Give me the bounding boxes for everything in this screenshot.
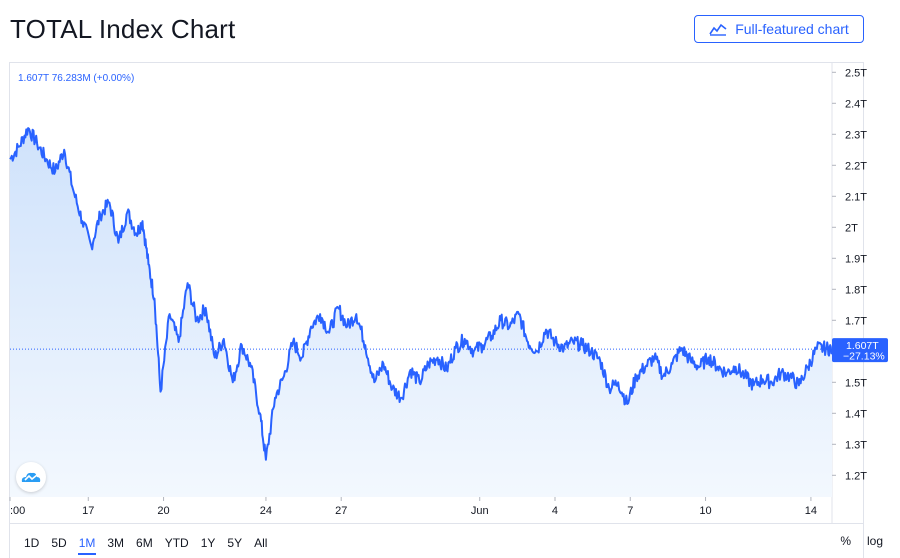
chart-legend: 1.607T 76.283M (+0.00%) — [18, 73, 135, 84]
full-featured-chart-button[interactable]: Full-featured chart — [694, 15, 864, 43]
x-tick-label: 10 — [699, 505, 711, 517]
x-tick-label: 27 — [335, 505, 347, 517]
scale-options: % log — [840, 534, 883, 548]
y-tick-label: 2.4T — [845, 98, 867, 110]
tradingview-logo[interactable] — [16, 462, 46, 492]
range-selector: 1D 5D 1M 3M 6M YTD 1Y 5Y All — [18, 534, 273, 555]
range-button-1y[interactable]: 1Y — [200, 536, 216, 550]
x-tick-label: 4 — [552, 505, 558, 517]
y-tick-label: 2.3T — [845, 129, 867, 141]
cloud-logo-icon — [21, 472, 41, 482]
y-tick-label: 2.5T — [845, 67, 867, 79]
time-axis-divider — [9, 523, 864, 524]
x-tick-label: 7 — [627, 505, 633, 517]
last-price-value: 1.607T — [846, 340, 879, 352]
percent-scale-button[interactable]: % — [840, 534, 851, 548]
full-featured-chart-label: Full-featured chart — [735, 21, 849, 37]
x-tick-label: 24 — [260, 505, 272, 517]
range-button-6m[interactable]: 6M — [136, 536, 153, 550]
last-price-badge — [832, 338, 888, 363]
page-title: TOTAL Index Chart — [10, 14, 236, 44]
chart-frame — [9, 62, 864, 558]
range-button-3m[interactable]: 3M — [107, 536, 125, 550]
y-tick-label: 1.2T — [845, 470, 867, 482]
price-line — [9, 127, 833, 461]
range-button-1d[interactable]: 1D — [24, 536, 40, 550]
y-tick-label: 1.7T — [845, 315, 867, 327]
area-fill — [10, 128, 832, 497]
x-tick-label: :00 — [10, 505, 25, 517]
y-tick-label: 1.9T — [845, 253, 867, 265]
y-tick-label: 1.3T — [845, 439, 867, 451]
x-tick-label: 17 — [82, 505, 94, 517]
y-tick-label: 2.1T — [845, 191, 867, 203]
range-button-1m[interactable]: 1M — [73, 534, 102, 555]
x-tick-label: 14 — [805, 505, 817, 517]
log-scale-button[interactable]: log — [866, 534, 883, 548]
y-tick-label: 2T — [845, 222, 858, 234]
y-tick-label: 1.8T — [845, 284, 867, 296]
x-tick-label: 20 — [157, 505, 169, 517]
range-button-ytd[interactable]: YTD — [164, 536, 189, 550]
range-button-5y[interactable]: 5Y — [227, 536, 243, 550]
range-button-5d[interactable]: 5D — [51, 536, 67, 550]
last-price-change: −27.13% — [843, 351, 885, 363]
chart-icon — [709, 23, 727, 36]
y-tick-label: 1.5T — [845, 377, 867, 389]
range-button-all[interactable]: All — [254, 536, 268, 550]
y-tick-label: 2.2T — [845, 160, 867, 172]
y-tick-label: 1.4T — [845, 408, 867, 420]
x-tick-label: Jun — [471, 505, 489, 517]
